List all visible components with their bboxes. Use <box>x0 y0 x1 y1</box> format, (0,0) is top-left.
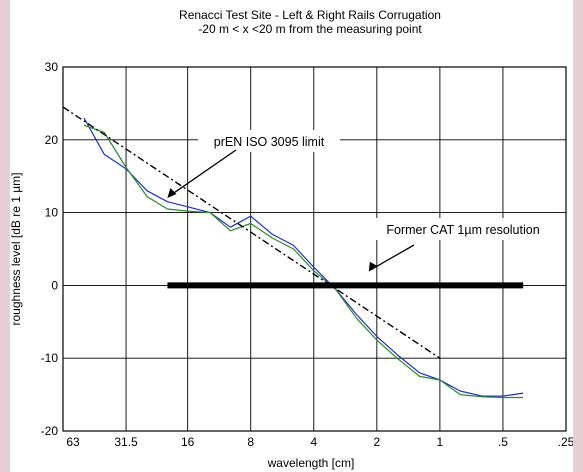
annotation-2-arrow <box>370 244 415 271</box>
y-tick-label: -20 <box>41 424 59 438</box>
annotation-2-label: Former CAT 1µm resolution <box>386 223 539 237</box>
x-tick-label: .5 <box>498 435 508 449</box>
chart-title-line-2: -20 m < x <20 m from the measuring point <box>198 22 422 36</box>
x-tick-label: 1 <box>437 435 444 449</box>
x-tick-label: 63 <box>66 435 80 449</box>
x-axis-label: wavelength [cm] <box>267 456 355 470</box>
series-layer <box>62 106 524 399</box>
x-tick-label: .25 <box>558 435 573 449</box>
y-tick-label: 20 <box>45 133 59 147</box>
limit-line <box>62 106 441 359</box>
y-tick-label: 30 <box>45 60 59 74</box>
x-tick-label: 4 <box>310 435 317 449</box>
series-line-2 <box>83 124 524 399</box>
chart: 63 31.5 16 8 4 2 1 .5 .25 -20 -10 0 10 20 30 prEN ISO … <box>10 8 573 470</box>
x-tick-label: 31.5 <box>114 435 138 449</box>
x-tick-label: 8 <box>247 435 254 449</box>
y-tick-label: 0 <box>51 278 58 292</box>
y-tick-label: -10 <box>41 351 59 365</box>
annotation-1-label: prEN ISO 3095 limit <box>214 135 325 149</box>
y-axis-label: roughness level [dB re 1 µm] <box>10 173 23 326</box>
annotation-layer: prEN ISO 3095 limit Former CAT 1µm resolu… <box>167 130 559 272</box>
annotation-2-background <box>367 218 559 240</box>
chart-title-line-1: Renacci Test Site - Left & Right Rails C… <box>179 8 441 22</box>
x-tick-label: 2 <box>373 435 380 449</box>
annotation-1-arrow <box>169 149 237 197</box>
plot-frame <box>62 66 567 432</box>
annotation-1-background <box>198 130 340 152</box>
grid <box>62 66 567 432</box>
ticks: 63 31.5 16 8 4 2 1 .5 .25 -20 -10 0 10 20 30 <box>41 60 573 449</box>
x-tick-label: 16 <box>181 435 195 449</box>
annotation-2-arrowhead <box>368 261 377 272</box>
annotation-1-arrowhead <box>167 188 177 199</box>
y-tick-label: 10 <box>45 206 59 220</box>
chart-figure: 63 31.5 16 8 4 2 1 .5 .25 -20 -10 0 10 20 30 prEN ISO … <box>10 0 573 472</box>
series-line-1 <box>83 117 524 397</box>
